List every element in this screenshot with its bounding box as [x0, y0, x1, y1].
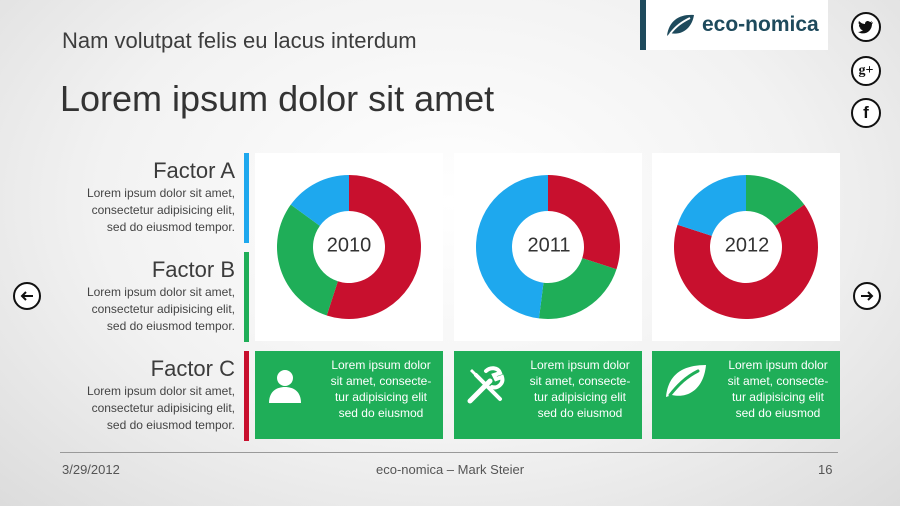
person-icon [269, 370, 301, 403]
year-label: 2011 [527, 234, 570, 256]
donut-slice [277, 204, 338, 316]
arrow-left-icon [20, 291, 33, 301]
factor-desc-line: consectetur adipisicing elit, [91, 302, 235, 316]
factor-desc-line: Lorem ipsum dolor sit amet, [86, 186, 235, 200]
year-label: 2012 [725, 234, 770, 256]
card-line: sed do eiusmod [735, 406, 821, 420]
factor-a-bar [244, 153, 249, 243]
factor-name: Factor A [153, 158, 235, 183]
donut-slice [538, 258, 617, 319]
info-card-text: Lorem ipsum dolor sit amet, consecte- tu… [516, 357, 644, 421]
brand-logo: eco-nomica [640, 0, 828, 50]
donut-chart-2012: 2012 [674, 175, 818, 319]
factor-c-bar [244, 351, 249, 441]
factor-desc-line: consectetur adipisicing elit, [91, 203, 235, 217]
next-slide-button[interactable] [853, 282, 881, 310]
leaf-icon [666, 365, 706, 397]
donut-card-2010: 2010 [255, 153, 443, 341]
factor-desc: Lorem ipsum dolor sit amet, consectetur … [35, 284, 235, 335]
factor-name: Factor B [151, 257, 235, 282]
card-line: Lorem ipsum dolor [728, 358, 828, 372]
card-line: sed do eiusmod [338, 406, 424, 420]
card-line: tur adipisicing elit [334, 390, 428, 404]
factor-desc: Lorem ipsum dolor sit amet, consectetur … [35, 383, 235, 434]
donut-card-2012: 2012 [652, 153, 840, 341]
info-card-text: Lorem ipsum dolor sit amet, consecte- tu… [317, 357, 445, 421]
factor-name: Factor C [150, 356, 235, 381]
factor-desc-line: consectetur adipisicing elit, [91, 401, 235, 415]
card-line: Lorem ipsum dolor [530, 358, 630, 372]
factor-desc-line: sed do eiusmod tempor. [106, 220, 235, 234]
info-card-leaf: Lorem ipsum dolor sit amet, consecte- tu… [652, 351, 840, 439]
card-line: sit amet, consecte- [330, 374, 432, 388]
info-card-tools: Lorem ipsum dolor sit amet, consecte- tu… [454, 351, 642, 439]
donut-slice [674, 204, 818, 319]
card-line: sed do eiusmod [537, 406, 623, 420]
tools-icon [467, 366, 505, 404]
donut-slice [476, 175, 548, 319]
factor-c: Factor C Lorem ipsum dolor sit amet, con… [35, 356, 235, 434]
twitter-button[interactable] [851, 12, 881, 42]
donut-slice [677, 175, 746, 236]
prev-slide-button[interactable] [13, 282, 41, 310]
donut-chart-2011: 2011 [476, 175, 620, 319]
donut-slice [326, 175, 421, 319]
donut-slice [290, 175, 349, 226]
subtitle: Nam volutpat felis eu lacus interdum [62, 28, 417, 53]
info-card-person: Lorem ipsum dolor sit amet, consecte- tu… [255, 351, 443, 439]
gplus-icon: g+ [858, 63, 874, 78]
card-line: Lorem ipsum dolor [331, 358, 431, 372]
footer-center: eco-nomica – Mark Steier [376, 462, 525, 477]
donut-slice [548, 175, 620, 270]
brand-bar [640, 0, 646, 50]
factor-desc-line: sed do eiusmod tempor. [106, 319, 235, 333]
card-line: tur adipisicing elit [533, 390, 627, 404]
factor-desc: Lorem ipsum dolor sit amet, consectetur … [35, 185, 235, 236]
twitter-icon [858, 20, 873, 34]
factor-a: Factor A Lorem ipsum dolor sit amet, con… [35, 158, 235, 236]
factor-b: Factor B Lorem ipsum dolor sit amet, con… [35, 257, 235, 335]
card-line: tur adipisicing elit [731, 390, 825, 404]
factor-desc-line: Lorem ipsum dolor sit amet, [86, 384, 235, 398]
donut-card-2011: 2011 [454, 153, 642, 341]
donut-chart-2010: 2010 [277, 175, 421, 319]
facebook-button[interactable]: f [851, 98, 881, 128]
factor-b-bar [244, 252, 249, 342]
factor-desc-line: sed do eiusmod tempor. [106, 418, 235, 432]
donut-slice [746, 175, 805, 226]
footer-rule [60, 452, 838, 453]
card-line: sit amet, consecte- [529, 374, 631, 388]
info-card-text: Lorem ipsum dolor sit amet, consecte- tu… [714, 357, 842, 421]
facebook-icon: f [863, 103, 869, 122]
footer-date: 3/29/2012 [62, 462, 120, 477]
gplus-button[interactable]: g+ [851, 56, 881, 86]
arrow-right-icon [861, 291, 874, 301]
card-line: sit amet, consecte- [727, 374, 829, 388]
page-title: Lorem ipsum dolor sit amet [60, 78, 495, 119]
leaf-logo-icon [667, 14, 694, 36]
factor-desc-line: Lorem ipsum dolor sit amet, [86, 285, 235, 299]
year-label: 2010 [327, 234, 372, 256]
page-number: 16 [818, 462, 833, 477]
brand-name: eco-nomica [702, 13, 819, 36]
